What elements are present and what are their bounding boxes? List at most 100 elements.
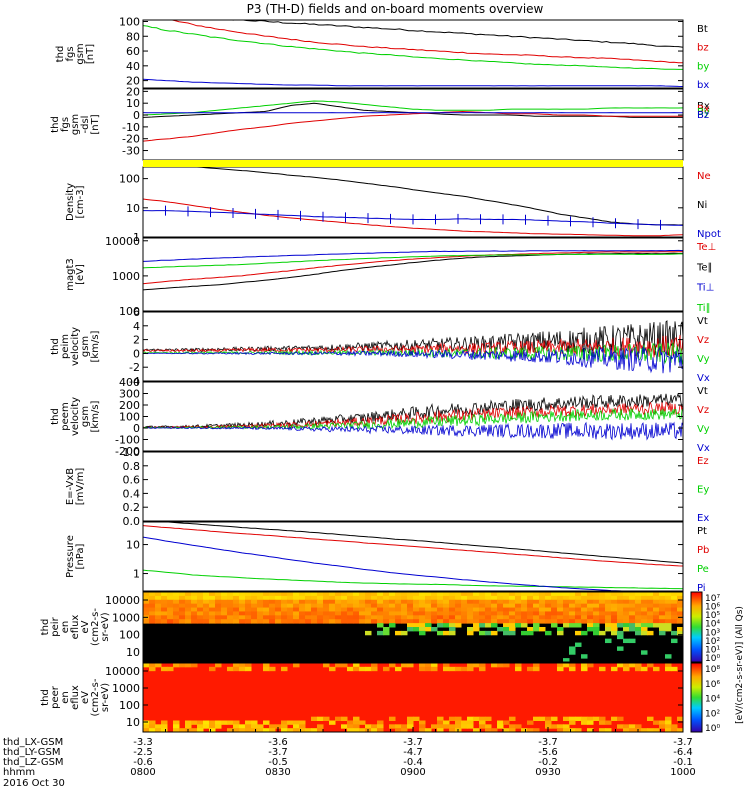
- heatmap-cell: [431, 611, 438, 616]
- heatmap-cell: [677, 630, 683, 636]
- y-tick-label: 1000: [112, 270, 140, 283]
- heatmap-cell: [221, 615, 228, 620]
- heatmap-cell: [563, 728, 570, 732]
- heatmap-cell: [413, 627, 420, 632]
- heatmap-cell: [419, 663, 426, 668]
- yellow-status-bar: [143, 160, 683, 167]
- heatmap-cell: [587, 607, 594, 612]
- heatmap-cell: [497, 724, 504, 729]
- heatmap-cell: [329, 595, 336, 601]
- heatmap-cell: [239, 603, 246, 609]
- heatmap-cell: [437, 607, 444, 612]
- y-tick-label: -4: [129, 375, 140, 388]
- heatmap-cell: [635, 603, 642, 609]
- heatmap-cell: [389, 663, 396, 668]
- heatmap-cell: [671, 603, 678, 609]
- heatmap-cell: [233, 603, 240, 609]
- heatmap-cell: [551, 595, 558, 601]
- legend-label: Pb: [697, 545, 709, 556]
- heatmap-cell: [239, 595, 246, 601]
- heatmap-cell: [371, 728, 378, 732]
- heatmap-cell: [377, 611, 384, 616]
- heatmap-cell: [287, 615, 294, 620]
- heatmap-cell: [545, 615, 552, 620]
- heatmap-cell: [377, 595, 384, 601]
- heatmap-cell: [143, 603, 150, 609]
- heatmap-cell: [383, 615, 390, 620]
- heatmap-cell: [563, 595, 570, 601]
- heatmap-cell: [287, 595, 294, 601]
- heatmap-cell: [473, 615, 480, 620]
- heatmap-cell: [539, 619, 546, 624]
- heatmap-cell: [197, 619, 204, 624]
- y-tick-label: 0.8: [123, 460, 141, 473]
- heatmap-cell: [221, 603, 228, 609]
- heatmap-cell: [599, 630, 606, 636]
- heatmap-cell: [305, 607, 312, 612]
- heatmap-cell: [335, 615, 342, 620]
- heatmap-cell: [449, 619, 456, 624]
- heatmap-cell: [467, 615, 474, 620]
- heatmap-cell: [245, 611, 252, 616]
- heatmap-cell: [449, 615, 456, 620]
- heatmap-cell: [155, 724, 162, 729]
- y-axis-label: sr-eV): [100, 612, 111, 641]
- heatmap-cell: [419, 627, 426, 632]
- x-row-value: 0900: [400, 767, 425, 778]
- heatmap-cell: [455, 623, 462, 628]
- heatmap-cell: [539, 627, 546, 632]
- heatmap-cell: [161, 607, 168, 612]
- heatmap-cell: [509, 611, 516, 616]
- heatmap-cell: [533, 615, 540, 620]
- heatmap-cell: [359, 607, 366, 612]
- heatmap-cell: [533, 599, 540, 605]
- heatmap-cell: [617, 724, 624, 729]
- heatmap-cell: [509, 607, 516, 612]
- heatmap-cell: [473, 623, 480, 628]
- heatmap-cell: [467, 716, 474, 721]
- y-tick-label: 10000: [105, 235, 140, 248]
- heatmap-cell: [167, 615, 174, 620]
- heatmap-cell: [653, 599, 660, 605]
- heatmap-cell: [641, 650, 648, 655]
- heatmap-cell: [425, 592, 432, 597]
- heatmap-cell: [569, 595, 576, 601]
- heatmap-cell: [281, 720, 288, 725]
- heatmap-cell: [395, 595, 402, 601]
- heatmap-cell: [521, 728, 528, 732]
- heatmap-cell: [293, 720, 300, 725]
- heatmap-cell: [455, 619, 462, 624]
- colorbar-2: [690, 662, 703, 733]
- heatmap-cell: [653, 720, 660, 725]
- heatmap-cell: [641, 615, 648, 620]
- heatmap-cell: [389, 615, 396, 620]
- heatmap-cell: [341, 615, 348, 620]
- y-axis-label: (cm2-s-: [90, 608, 101, 646]
- heatmap-cell: [197, 599, 204, 605]
- heatmap-cell: [185, 599, 192, 605]
- y-axis-label: eflux: [70, 685, 81, 710]
- heatmap-cell: [647, 615, 654, 620]
- y-tick-label: 0.2: [123, 501, 141, 514]
- heatmap-cell: [671, 611, 678, 616]
- heatmap-cell: [533, 623, 540, 628]
- heatmap-cell: [455, 615, 462, 620]
- heatmap-cell: [143, 724, 150, 729]
- heatmap-cell: [515, 592, 522, 597]
- heatmap-cell: [509, 592, 516, 597]
- heatmap-cell: [227, 666, 234, 672]
- legend-label: Pi: [697, 583, 706, 594]
- heatmap-cell: [641, 599, 648, 605]
- heatmap-cell: [431, 724, 438, 729]
- heatmap-cell: [347, 599, 354, 605]
- heatmap-cell: [359, 728, 366, 732]
- heatmap-cell: [653, 595, 660, 601]
- heatmap-cell: [617, 611, 624, 616]
- heatmap-cell: [563, 658, 570, 662]
- heatmap-cell: [623, 592, 630, 597]
- heatmap-cell: [659, 615, 666, 620]
- heatmap-cell: [539, 599, 546, 605]
- heatmap-cell: [245, 663, 252, 668]
- heatmap-cell: [401, 724, 408, 729]
